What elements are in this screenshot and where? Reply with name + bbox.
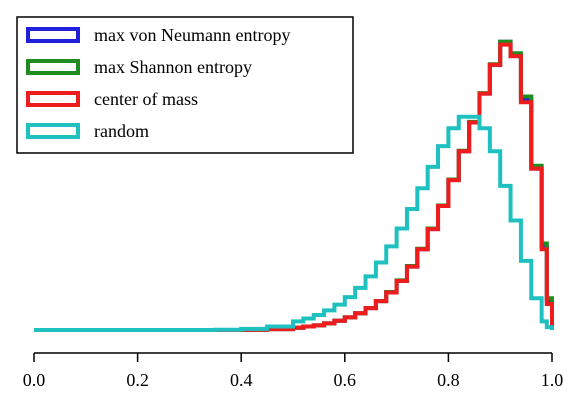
x-tick-label: 0.8 xyxy=(437,370,460,390)
series-line-random xyxy=(34,114,554,332)
legend-swatch xyxy=(26,91,80,107)
legend-label: random xyxy=(94,121,149,141)
x-tick-label: 0.6 xyxy=(334,370,357,390)
x-tick-label: 0.4 xyxy=(230,370,253,390)
legend-swatch xyxy=(26,27,80,43)
legend-swatch xyxy=(26,123,80,139)
series-line-center-of-mass xyxy=(34,42,554,332)
legend-label: max Shannon entropy xyxy=(94,57,252,77)
x-axis: 0.0 0.2 0.4 0.6 0.8 1.0 xyxy=(23,352,564,390)
x-tick-label: 0.0 xyxy=(23,370,46,390)
legend-label: max von Neumann entropy xyxy=(94,25,290,45)
legend-label: center of mass xyxy=(94,89,198,109)
x-tick-label: 0.2 xyxy=(126,370,149,390)
legend: max von Neumann entropy max Shannon entro… xyxy=(16,16,354,154)
series-layer xyxy=(34,39,554,332)
x-tick-label: 1.0 xyxy=(541,370,564,390)
legend-swatch xyxy=(26,59,80,75)
